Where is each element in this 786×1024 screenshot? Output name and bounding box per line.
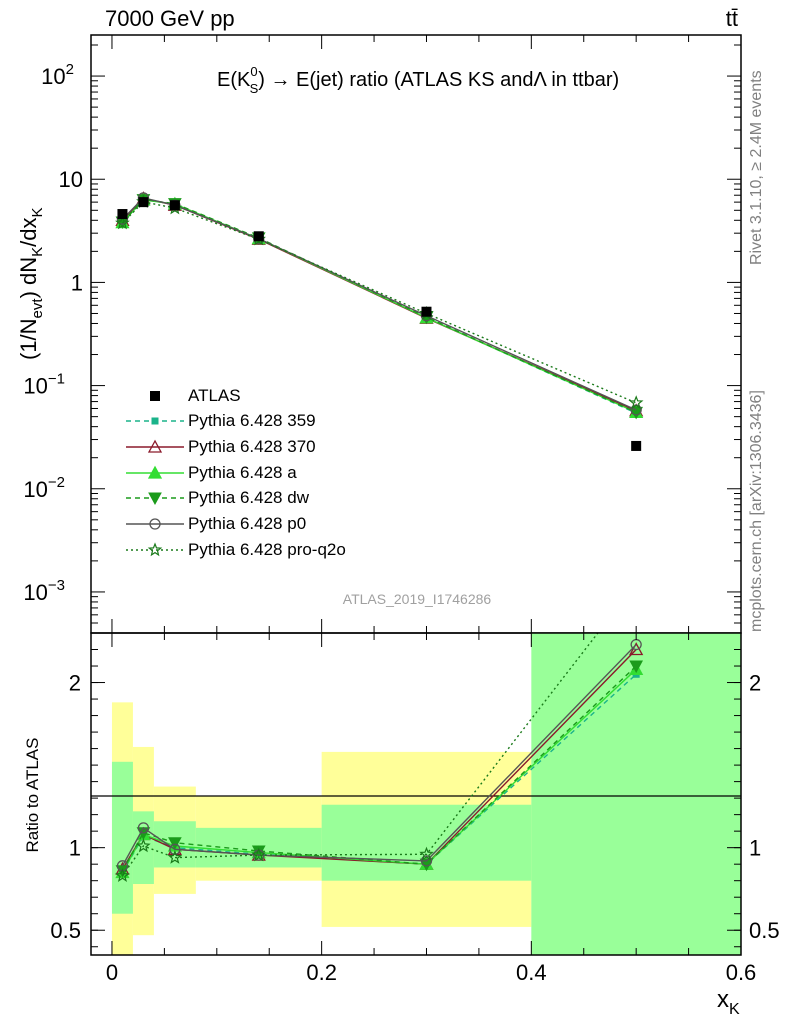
main-ytick-exponent-2: −1: [48, 371, 65, 388]
ratio-ytick-label-1: 1: [69, 836, 81, 861]
uncertainty-band-10: [531, 633, 741, 955]
ratio-series-marker-4-4: [420, 855, 433, 867]
plot-title: E(K0 S) → E(jet) ratio (ATLAS KS andΛ in …: [217, 64, 619, 96]
ratio-series-marker-5-2: [167, 849, 183, 864]
plot-title-pre: E(K: [217, 69, 251, 91]
ratio-xtick-label-1: 0.2: [306, 960, 337, 985]
ratio-ylabel: Ratio to ATLAS: [23, 738, 42, 853]
ratio-series-group: [115, 578, 644, 882]
main-ytick-exponent-1: −2: [48, 474, 65, 491]
main-series-marker-5-5: [628, 395, 644, 410]
legend-marker-0: [151, 417, 159, 425]
main-ytick-exponent-5: 2: [66, 61, 74, 78]
ratio-series-marker-4-2: [169, 843, 181, 855]
plot-title-sup: 0: [250, 64, 257, 79]
legend-marker-3: [148, 492, 162, 506]
main-series-line-1: [121, 197, 637, 412]
main-series-line-0: [121, 198, 637, 414]
ratio-xlabel: xK: [717, 986, 740, 1018]
legend-label-359: Pythia 6.428 359: [188, 411, 316, 430]
ratio-ytick-label-right-0: 0.5: [749, 918, 780, 943]
legend-marker-5: [147, 542, 163, 557]
rivet-version-label: Rivet 3.1.10, ≥ 2.4M events: [748, 70, 765, 265]
main-ylabel: (1/Nevt) dNK/dxK: [16, 207, 46, 360]
data-point-5: [631, 440, 642, 451]
ratio-xtick-label-0: 0: [106, 960, 118, 985]
ratio-series-line-4: [121, 644, 637, 867]
main-ytick-label-1: 10−2: [23, 474, 65, 502]
process-label: tt̄: [726, 6, 738, 31]
ratio-series-marker-4-1: [137, 822, 150, 834]
ratio-series-marker-5-1: [136, 838, 151, 853]
plot-title-post: ) → E(jet) ratio (ATLAS KS andΛ in ttbar…: [258, 69, 619, 91]
mcplots-label: mcplots.cern.ch [arXiv:1306.3436]: [748, 390, 765, 632]
data-point-3: [253, 231, 264, 242]
main-series-line-3: [121, 198, 637, 414]
analysis-watermark: ATLAS_2019_I1746286: [343, 591, 492, 607]
ratio-frame: [90, 632, 742, 956]
main-ytick-label-3: 1: [71, 270, 83, 295]
main-axis-ticks: 10−3 10−2 10−1 1 10 102: [23, 35, 742, 634]
ratio-series-marker-5-3: [251, 847, 266, 862]
ratio-series-marker-3-2: [168, 837, 182, 850]
ratio-axis-ticks: 0.5 0.5 1 1 2 2 0 0.2 0.4 0.6: [50, 633, 780, 985]
main-series-group: [115, 191, 644, 420]
ratio-ytick-label-0: 0.5: [50, 918, 81, 943]
main-ytick-label-0: 10−3: [23, 577, 65, 605]
ratio-series-line-3: [121, 665, 637, 872]
main-panel: 10−3 10−2 10−1 1 10 102 E(K0 S) → E(jet) ratio…: [16, 34, 742, 634]
ratio-panel: 0.5 0.5 1 1 2 2 0 0.2 0.4 0.6 Ratio to ATLAS xK: [23, 578, 780, 1018]
ratio-series-marker-5-5: [631, 578, 642, 589]
legend-label-dw: Pythia 6.428 dw: [188, 488, 310, 507]
ratio-ytick-label-2: 2: [69, 671, 81, 696]
ratio-ytick-label-right-1: 1: [749, 836, 761, 861]
main-series-line-2: [121, 199, 637, 414]
main-series-marker-5-0: [115, 215, 130, 230]
main-ytick-label-2: 10−1: [23, 371, 65, 399]
plot-title-sub: S: [250, 81, 259, 96]
ratio-series-marker-5-0: [115, 868, 130, 882]
main-series-marker-3-5: [629, 406, 644, 420]
legend: ATLAS Pythia 6.428 359 Pythia 6.428 370 …: [126, 386, 346, 559]
uncertainty-bands: [111, 633, 741, 955]
ratio-series-line-0: [121, 673, 637, 873]
data-point-0: [117, 209, 128, 220]
legend-label-atlas: ATLAS: [188, 386, 241, 405]
ratio-series-line-2: [121, 668, 637, 873]
ratio-xtick-label-3: 0.6: [726, 960, 757, 985]
ratio-xtick-label-2: 0.4: [516, 960, 547, 985]
legend-marker-1: [147, 439, 163, 453]
ratio-series-clipped: [115, 578, 644, 882]
uncertainty-band-5: [111, 761, 133, 914]
legend-marker-2: [147, 465, 163, 479]
data-points-group: [117, 197, 642, 451]
legend-label-a: Pythia 6.428 a: [188, 463, 297, 482]
legend-symbol-atlas: [150, 391, 160, 401]
ratio-ytick-label-right-2: 2: [749, 671, 761, 696]
main-series-line-5: [121, 201, 637, 404]
ratio-series-marker-3-5: [629, 660, 644, 674]
ratio-series-marker-5-4: [419, 846, 434, 861]
data-point-1: [138, 197, 149, 208]
main-ytick-exponent-0: −3: [48, 577, 65, 594]
main-ytick-label-5: 102: [41, 61, 74, 89]
legend-marker-4: [149, 518, 161, 530]
data-point-2: [169, 200, 180, 211]
energy-label: 7000 GeV pp: [105, 6, 235, 31]
legend-label-p0: Pythia 6.428 p0: [188, 514, 306, 533]
main-ytick-label-4: 10: [59, 167, 83, 192]
data-point-4: [421, 306, 432, 317]
legend-label-370: Pythia 6.428 370: [188, 437, 316, 456]
legend-label-pro-q2o: Pythia 6.428 pro-q2o: [188, 540, 346, 559]
